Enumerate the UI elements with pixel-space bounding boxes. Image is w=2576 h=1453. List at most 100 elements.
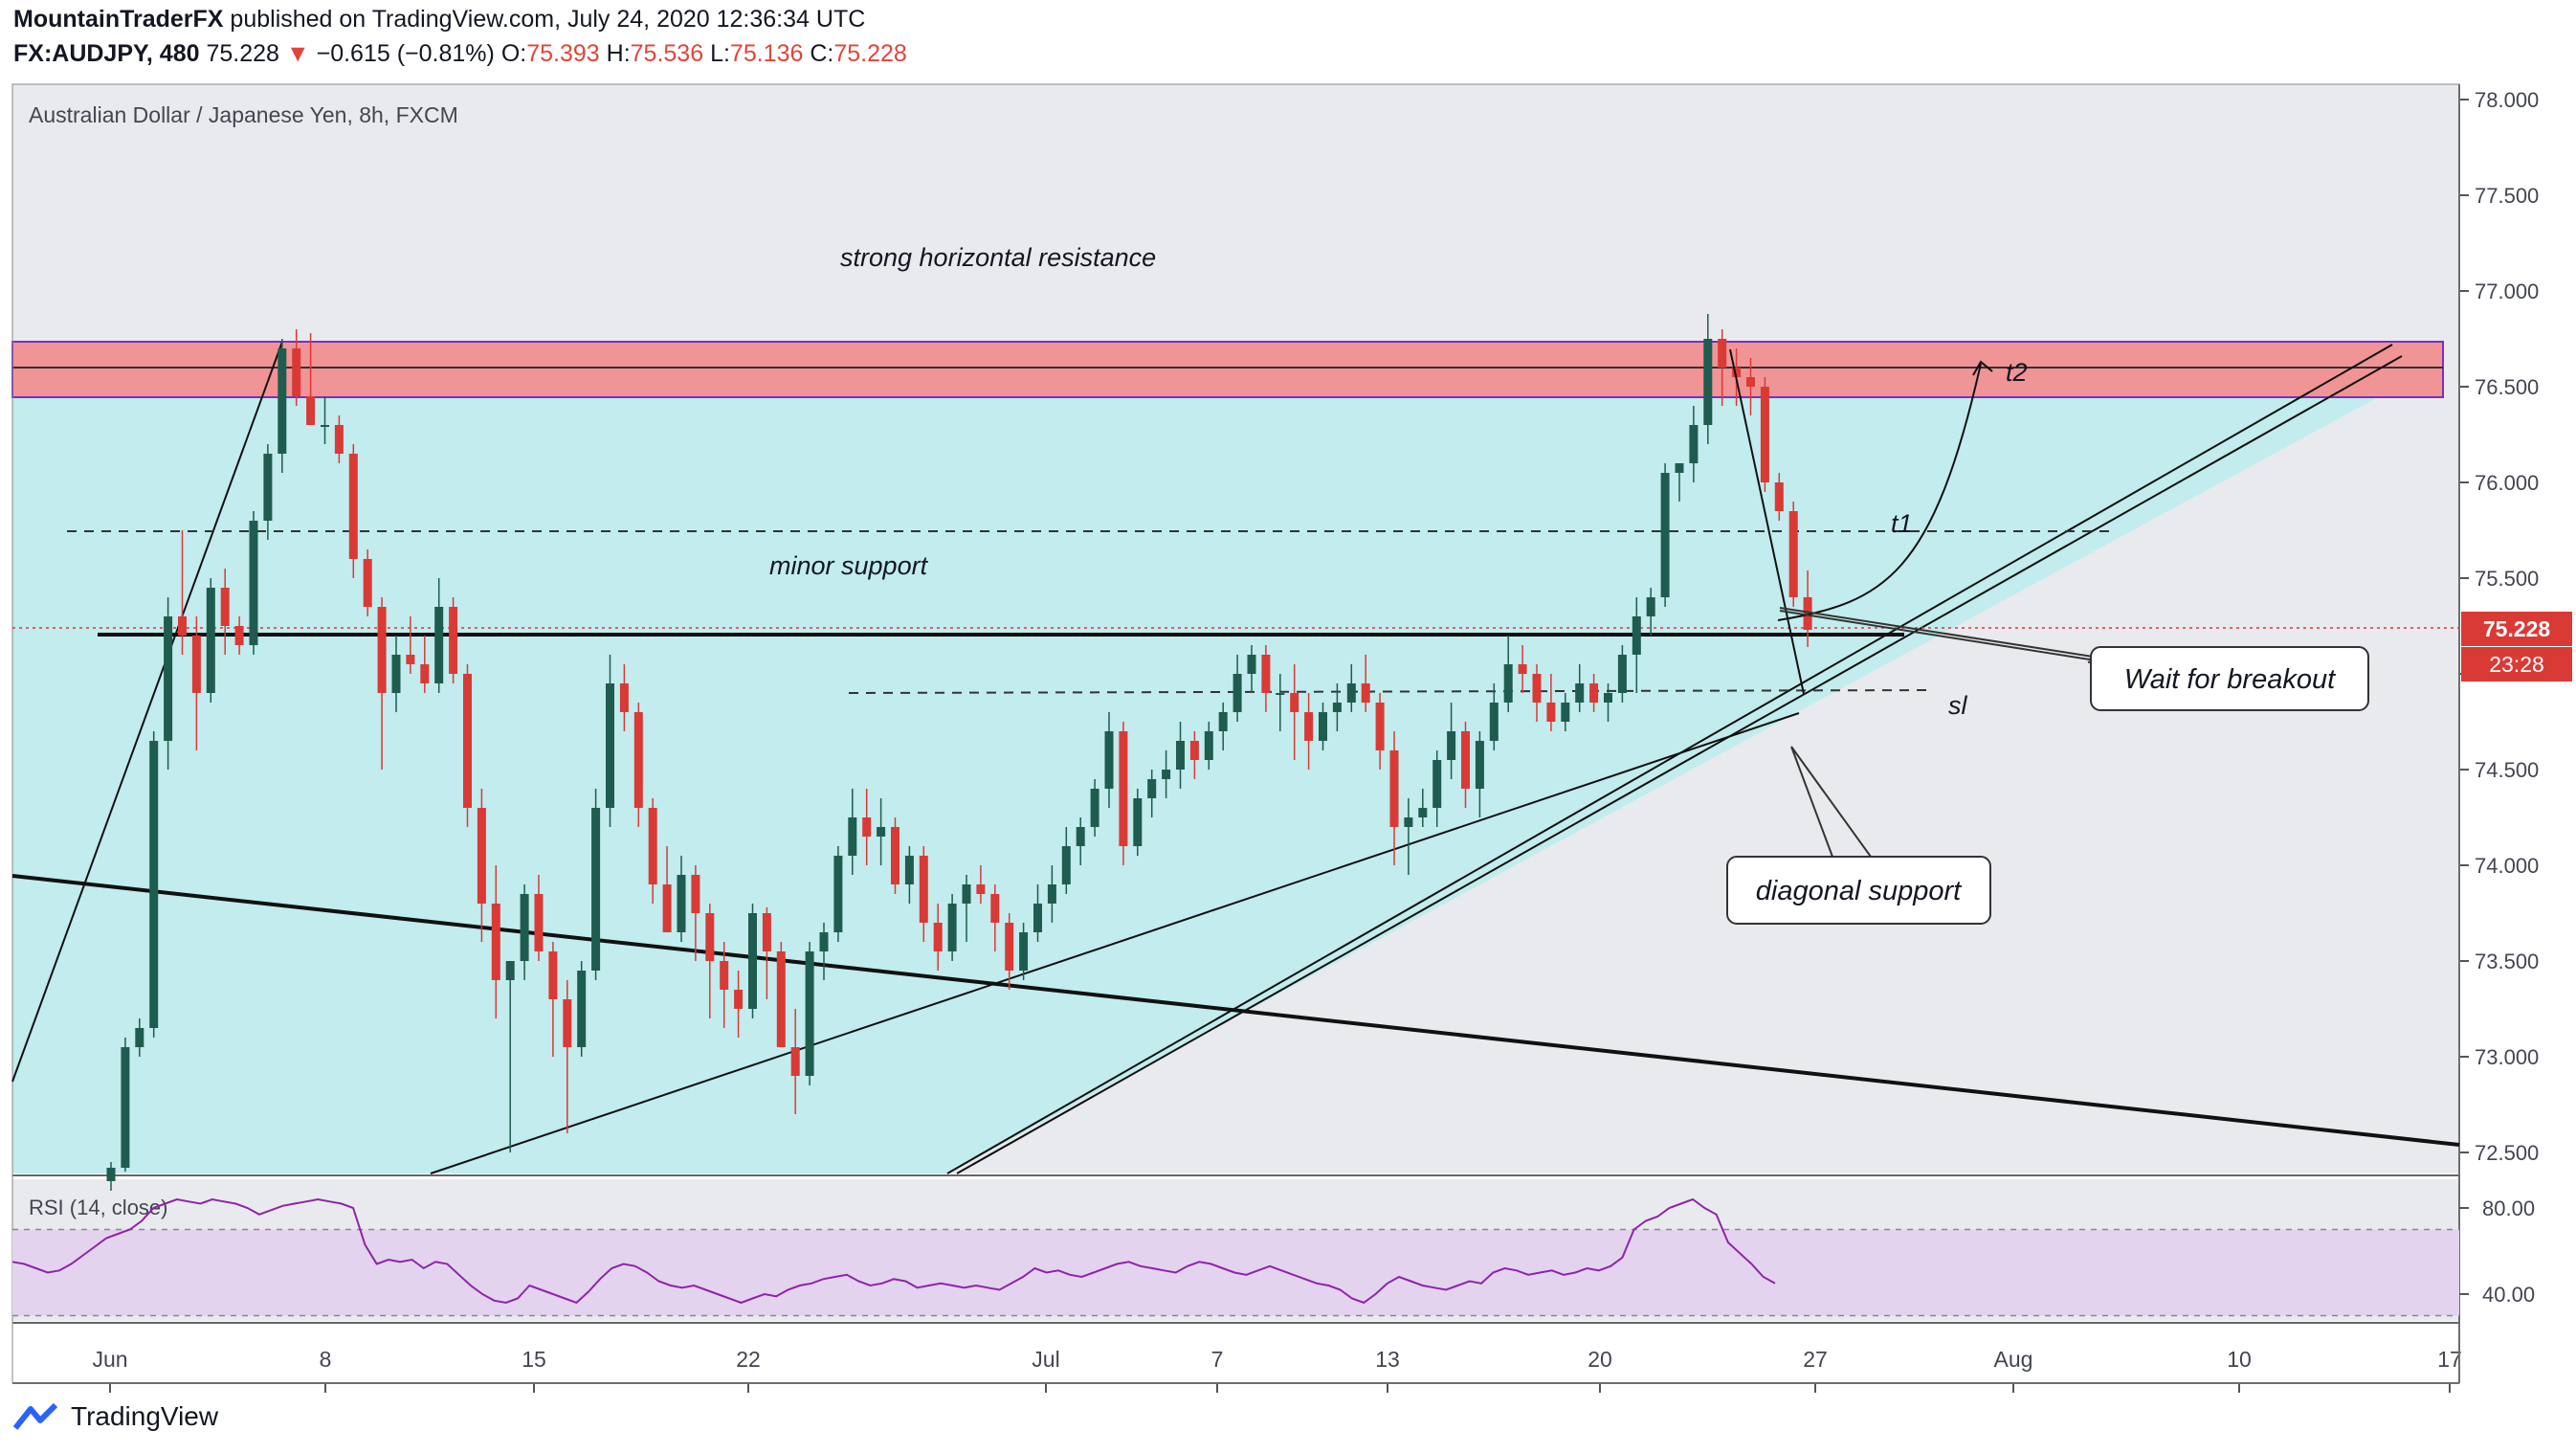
candle-body [606, 683, 614, 808]
candle-body [1389, 750, 1399, 827]
candle-body [1076, 827, 1085, 846]
candle-body [1361, 683, 1370, 703]
x-tick-label: 20 [1588, 1347, 1612, 1372]
projected-drop-line [1729, 348, 1805, 695]
candle-body [1133, 798, 1143, 846]
y-tick-label: 75.500 [2475, 567, 2539, 591]
low-label: L: [710, 40, 730, 67]
candle-body [734, 990, 744, 1009]
tradingview-footer[interactable]: TradingView [13, 1401, 218, 1432]
candle-body [534, 894, 544, 951]
long-descending-trendline [11, 874, 2460, 1147]
candle-body [1561, 703, 1570, 722]
candle-body [648, 808, 657, 884]
candle-body [577, 971, 587, 1047]
candle-body [1189, 741, 1199, 760]
diagonal-callout-box [1726, 856, 1991, 925]
candle-body [1461, 731, 1470, 789]
candle-body [463, 674, 472, 808]
candle-body [762, 913, 771, 951]
x-tick-label: 8 [320, 1347, 332, 1372]
candle-body [1090, 789, 1099, 827]
candle-body [1176, 741, 1185, 770]
close-label: C: [810, 40, 834, 67]
candle-body [1404, 817, 1413, 827]
candle-body [220, 588, 230, 626]
y-tick-label: 72.500 [2475, 1141, 2539, 1165]
candle-body [947, 904, 957, 951]
candle-body [1788, 511, 1798, 597]
x-tick-label: 27 [1803, 1347, 1828, 1372]
candle-body [1304, 712, 1314, 741]
candle-body [933, 923, 943, 951]
t2-arrow-icon [1972, 360, 1993, 376]
candle-body [191, 636, 201, 693]
y-tick-label: 76.000 [2475, 471, 2539, 495]
x-tick-label: 15 [522, 1347, 546, 1372]
candle-body [1675, 463, 1684, 473]
candle-body [1532, 674, 1542, 703]
symbol-info: FX:AUDJPY, 480 75.228 ▼ −0.615 (−0.81%) … [13, 40, 907, 68]
change-down-icon: ▼ [285, 40, 310, 67]
candle-body [1589, 683, 1599, 703]
candle-body [292, 348, 301, 396]
low-value: 75.136 [729, 40, 804, 67]
candle-body [1019, 932, 1029, 971]
candle-body [1261, 655, 1271, 693]
open-label: O: [500, 40, 527, 67]
candle-body [1218, 712, 1228, 731]
wedge-left-trendline [11, 341, 283, 1083]
candle-body [1746, 377, 1755, 387]
x-tick-label: 17 [2437, 1347, 2462, 1372]
rsi-axis-ticks: 80.00 40.00 [2459, 1196, 2535, 1307]
candle-body [1418, 808, 1428, 817]
candle-body [348, 454, 358, 559]
x-tick-label: Jul [1032, 1347, 1059, 1372]
candle-body [1290, 693, 1299, 712]
candle-body [962, 884, 971, 904]
sl-label: sl [1948, 691, 1968, 720]
published-text: published on TradingView.com, July 24, 2… [230, 6, 866, 33]
diagonal-callout-text: diagonal support [1756, 876, 1963, 906]
candle-body [1162, 770, 1171, 779]
candle-body [1332, 703, 1342, 712]
last-price: 75.228 [206, 40, 279, 67]
high-label: H: [606, 40, 631, 67]
candle-body [705, 913, 715, 961]
candle-body [321, 425, 329, 427]
resistance-zone [11, 341, 2444, 398]
candle-body [520, 894, 529, 961]
candle-body [1489, 703, 1499, 741]
candle-body [505, 961, 515, 980]
candle-body [720, 961, 729, 990]
author-name[interactable]: MountainTraderFX [13, 6, 224, 33]
close-value: 75.228 [833, 40, 907, 67]
candle-body [1604, 693, 1612, 703]
candle-body [1575, 683, 1585, 703]
candle-body [234, 626, 244, 645]
candle-body [833, 856, 843, 932]
diagonal-support-line-a [946, 344, 2393, 1174]
candle-body [1319, 712, 1327, 741]
publish-info: MountainTraderFX published on TradingVie… [13, 6, 865, 34]
chart-frame [11, 83, 2460, 1384]
candle-body [1660, 473, 1670, 597]
x-tick-label: 22 [736, 1347, 761, 1372]
tradingview-logo-icon [13, 1402, 58, 1430]
candle-body [206, 588, 215, 693]
candle-body [1104, 731, 1114, 789]
candle-body [434, 607, 444, 683]
candle-body [1718, 339, 1727, 368]
resistance-label: strong horizontal resistance [840, 243, 1156, 272]
candle-body [249, 521, 258, 645]
candlestick-series [106, 314, 1812, 1191]
candle-body [563, 999, 572, 1047]
change-value: −0.615 (−0.81%) [316, 40, 495, 67]
candle-body [677, 875, 686, 932]
candle-body [1047, 884, 1056, 904]
candle-body [633, 712, 643, 808]
breakout-callout-text: Wait for breakout [2124, 664, 2337, 695]
candle-body [420, 664, 430, 683]
candle-body [819, 932, 829, 951]
